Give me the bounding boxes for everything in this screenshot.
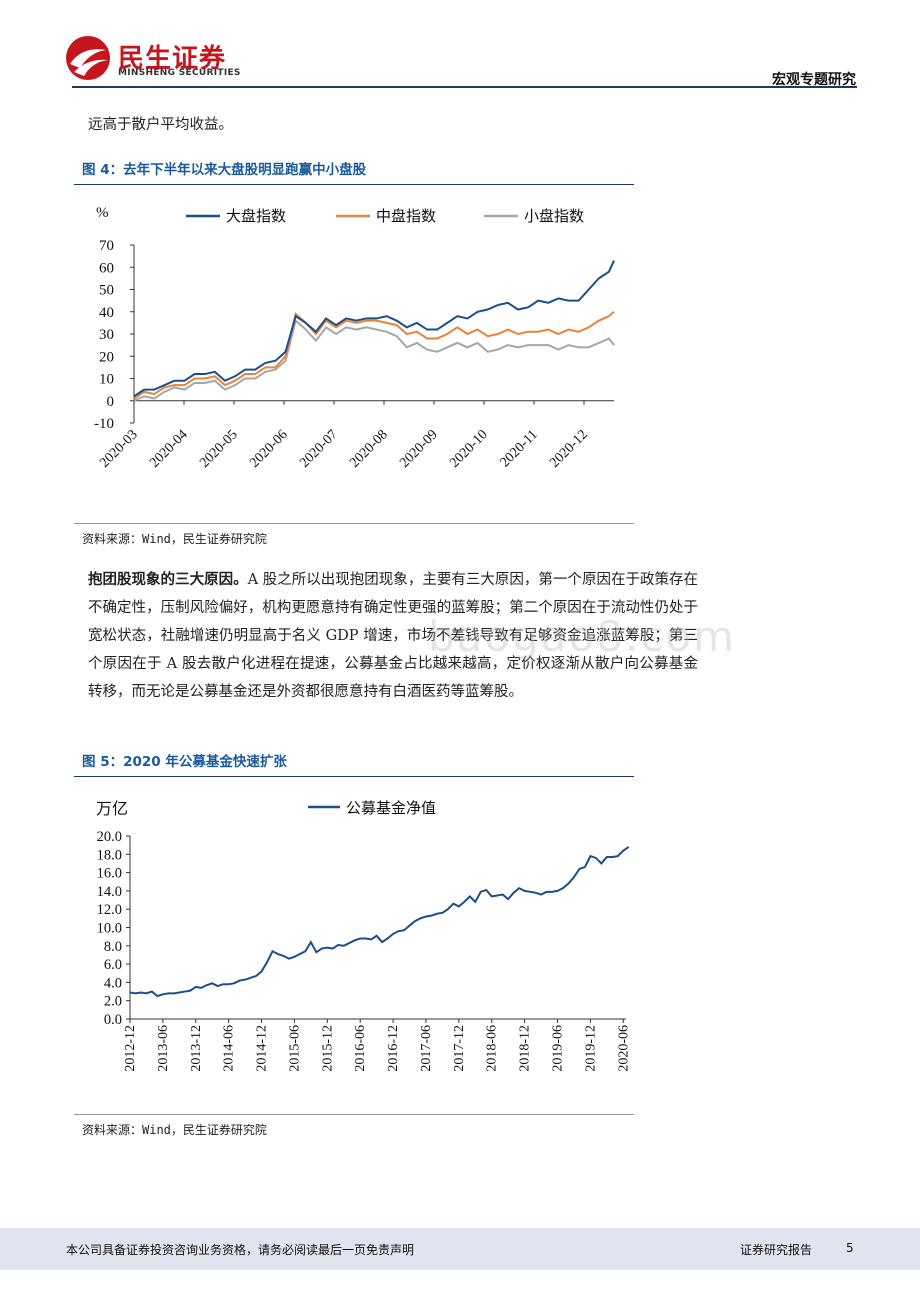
figure4-chart: % -10 0 10 20 30 40 50 60 70 2020-03 2020-04 2020-05… — [94, 205, 615, 471]
x-tick-label: 2020-06 — [247, 427, 291, 471]
series-line-3 — [133, 318, 615, 402]
y-tick-label: 40 — [99, 305, 114, 321]
y-tick-label: 8.0 — [104, 939, 122, 955]
intro-text: 远高于散户平均收益。 — [88, 117, 233, 133]
x-tick-label: 2013-06 — [156, 1025, 171, 1072]
figure5-top-rule — [74, 776, 634, 777]
watermark: baogao8.com — [428, 612, 736, 661]
figure5-title: 图 5：2020 年公募基金快速扩张 — [82, 754, 287, 770]
x-tick-label: 2016-06 — [353, 1025, 368, 1072]
x-tick-label: 2018-12 — [518, 1025, 533, 1072]
figure4-bottom-rule — [74, 523, 634, 524]
x-tick-label: 2014-12 — [255, 1025, 270, 1072]
analysis-paragraph: 抱团股现象的三大原因。A 股之所以出现抱团现象，主要有三大原因，第一个原因在于政… — [88, 566, 698, 706]
y-tick-label: 10 — [99, 372, 114, 388]
x-tick-label: 2020-04 — [147, 427, 191, 471]
x-tick-label: 2020-09 — [397, 427, 441, 471]
figure5-source: 资料来源：Wind，民生证券研究院 — [82, 1123, 267, 1137]
x-tick-label: 2020-05 — [197, 427, 241, 471]
brand-name-cn: 民生证券 — [118, 44, 227, 74]
y-tick-label: 4.0 — [104, 975, 122, 991]
legend-label: 小盘指数 — [524, 207, 584, 225]
series-line-2 — [133, 310, 615, 400]
figure4-title: 图 4：去年下半年以来大盘股明显跑赢中小盘股 — [82, 162, 367, 178]
y-axis-unit-label: % — [96, 205, 109, 221]
x-tick-label: 2016-12 — [386, 1025, 401, 1072]
figure4-top-rule — [74, 184, 634, 185]
x-tick-label: 2012-12 — [123, 1025, 138, 1072]
y-tick-label: 30 — [99, 327, 114, 343]
report-type-label: 宏观专题研究 — [772, 72, 856, 88]
x-tick-label: 2017-12 — [452, 1025, 467, 1072]
x-tick-label: 2015-12 — [320, 1025, 335, 1072]
paragraph-body: A 股之所以出现抱团现象，主要有三大原因，第一个原因在于政策存在不确定性，压制风… — [88, 572, 699, 700]
x-tick-label: 2019-06 — [550, 1025, 565, 1072]
y-tick-label: 18.0 — [97, 847, 122, 863]
footer-bar — [0, 1228, 920, 1270]
legend-label: 公募基金净值 — [346, 800, 436, 817]
x-tick-label: 2019-12 — [583, 1025, 598, 1072]
brand-name-en: MINSHENG SECURITIES — [118, 68, 241, 78]
legend-label: 中盘指数 — [376, 207, 436, 225]
y-tick-label: 10.0 — [97, 921, 122, 937]
y-tick-label: 16.0 — [97, 866, 122, 882]
y-axis-unit-label: 万亿 — [96, 800, 128, 818]
y-tick-label: 2.0 — [104, 994, 122, 1010]
footer-report-label: 证券研究报告 — [740, 1243, 813, 1257]
y-tick-label: 12.0 — [97, 902, 122, 918]
x-tick-label: 2020-08 — [347, 427, 391, 471]
x-tick-label: 2020-03 — [97, 427, 141, 471]
y-tick-label: 60 — [99, 260, 114, 276]
y-tick-label: 70 — [99, 238, 114, 254]
series-line-1 — [133, 260, 615, 398]
legend-label: 大盘指数 — [226, 207, 286, 225]
y-tick-label: 6.0 — [104, 957, 122, 973]
x-tick-label: 2017-06 — [419, 1025, 434, 1072]
x-tick-label: 2018-06 — [485, 1025, 500, 1072]
minsheng-logo-icon — [66, 36, 110, 80]
header-divider — [72, 86, 857, 88]
x-tick-label: 2020-10 — [447, 427, 491, 471]
figure5-bottom-rule — [74, 1114, 634, 1115]
x-tick-label: 2020-07 — [297, 427, 341, 471]
paragraph-lead: 抱团股现象的三大原因。 — [88, 571, 248, 588]
y-tick-label: 20.0 — [97, 829, 122, 845]
y-tick-label: -10 — [94, 416, 114, 432]
x-tick-label: 2020-12 — [547, 427, 591, 471]
x-tick-label: 2020-06 — [616, 1025, 631, 1072]
x-tick-label: 2013-12 — [189, 1025, 204, 1072]
figure5-chart: 万亿 0.0 2.0 4.0 6.0 8.0 10.0 12.0 14.0 16.0 18.0 20.… — [96, 800, 631, 1072]
y-tick-label: 20 — [99, 349, 114, 365]
footer-disclaimer: 本公司具备证券投资咨询业务资格，请务必阅读最后一页免责声明 — [66, 1243, 415, 1257]
y-tick-label: 14.0 — [97, 884, 122, 900]
x-tick-label: 2020-11 — [498, 427, 541, 470]
y-tick-label: 0.0 — [104, 1012, 122, 1028]
page-number: 5 — [846, 1241, 854, 1255]
series-line-1 — [129, 846, 630, 998]
y-tick-label: 50 — [99, 283, 114, 299]
x-tick-label: 2014-06 — [222, 1025, 237, 1072]
y-tick-label: 0 — [107, 394, 115, 410]
x-tick-label: 2015-06 — [287, 1025, 302, 1072]
figure4-source: 资料来源：Wind，民生证券研究院 — [82, 532, 267, 546]
